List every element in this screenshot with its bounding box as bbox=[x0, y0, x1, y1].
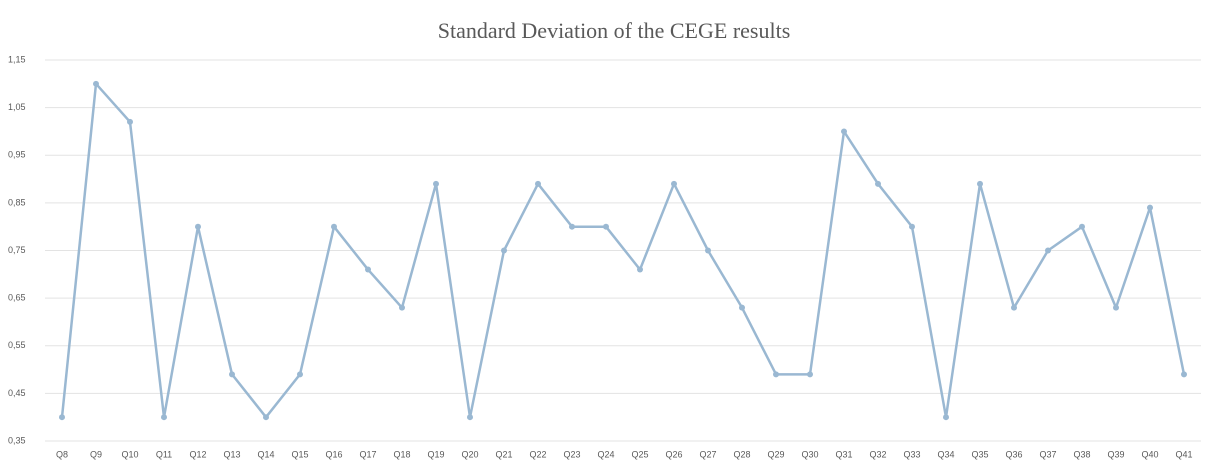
marker bbox=[943, 414, 949, 421]
marker bbox=[1011, 304, 1017, 311]
marker bbox=[93, 80, 99, 87]
marker bbox=[705, 247, 711, 254]
marker bbox=[603, 223, 609, 230]
x-tick-label: Q27 bbox=[699, 449, 716, 459]
marker bbox=[569, 223, 575, 230]
marker bbox=[807, 371, 813, 378]
marker bbox=[263, 414, 269, 421]
x-tick-label: Q18 bbox=[393, 449, 410, 459]
x-tick-label: Q28 bbox=[733, 449, 750, 459]
marker bbox=[161, 414, 167, 421]
marker bbox=[297, 371, 303, 378]
marker bbox=[365, 266, 371, 273]
y-tick-label: 0,55 bbox=[8, 340, 26, 350]
x-tick-label: Q8 bbox=[56, 449, 68, 459]
x-tick-label: Q36 bbox=[1005, 449, 1022, 459]
x-tick-label: Q32 bbox=[869, 449, 886, 459]
x-tick-label: Q38 bbox=[1073, 449, 1090, 459]
marker bbox=[467, 414, 473, 421]
x-tick-label: Q21 bbox=[495, 449, 512, 459]
marker bbox=[977, 180, 983, 187]
marker bbox=[1045, 247, 1051, 254]
x-tick-label: Q30 bbox=[801, 449, 818, 459]
x-tick-label: Q9 bbox=[90, 449, 102, 459]
x-tick-label: Q12 bbox=[189, 449, 206, 459]
marker bbox=[1181, 371, 1187, 378]
marker bbox=[841, 128, 847, 135]
y-tick-label: 1,05 bbox=[8, 102, 26, 112]
x-tick-label: Q15 bbox=[291, 449, 308, 459]
marker bbox=[229, 371, 235, 378]
marker bbox=[331, 223, 337, 230]
y-tick-label: 1,15 bbox=[8, 54, 26, 64]
marker bbox=[637, 266, 643, 273]
y-tick-label: 0,45 bbox=[8, 388, 26, 398]
y-tick-label: 0,35 bbox=[8, 435, 26, 445]
line bbox=[60, 82, 1186, 419]
marker bbox=[671, 180, 677, 187]
chart-title: Standard Deviation of the CEGE results bbox=[438, 18, 791, 43]
x-tick-label: Q34 bbox=[937, 449, 954, 459]
marker bbox=[1147, 204, 1153, 211]
x-tick-label: Q10 bbox=[121, 449, 138, 459]
marker bbox=[1079, 223, 1085, 230]
x-tick-label: Q31 bbox=[835, 449, 852, 459]
x-tick-label: Q22 bbox=[529, 449, 546, 459]
marker bbox=[433, 180, 439, 187]
x-tick-label: Q39 bbox=[1107, 449, 1124, 459]
marker bbox=[535, 180, 541, 187]
x-tick-label: Q33 bbox=[903, 449, 920, 459]
x-tick-label: Q41 bbox=[1175, 449, 1192, 459]
marker bbox=[875, 180, 881, 187]
marker bbox=[1113, 304, 1119, 311]
x-tick-label: Q14 bbox=[257, 449, 274, 459]
marker bbox=[501, 247, 507, 254]
marker bbox=[909, 223, 915, 230]
marker bbox=[399, 304, 405, 311]
x-tick-label: Q25 bbox=[631, 449, 648, 459]
x-tick-label: Q20 bbox=[461, 449, 478, 459]
y-tick-label: 0,75 bbox=[8, 245, 26, 255]
marker bbox=[739, 304, 745, 311]
x-tick-label: Q37 bbox=[1039, 449, 1056, 459]
x-tick-label: Q35 bbox=[971, 449, 988, 459]
x-tick-label: Q17 bbox=[359, 449, 376, 459]
x-tick-label: Q29 bbox=[767, 449, 784, 459]
y-tick-label: 0,95 bbox=[8, 150, 26, 160]
x-tick-label: Q26 bbox=[665, 449, 682, 459]
marker bbox=[773, 371, 779, 378]
y-tick-label: 0,65 bbox=[8, 293, 26, 303]
x-tick-label: Q11 bbox=[156, 449, 172, 459]
x-tick-label: Q23 bbox=[563, 449, 580, 459]
x-tick-label: Q19 bbox=[427, 449, 444, 459]
x-tick-label: Q40 bbox=[1141, 449, 1158, 459]
y-tick-label: 0,85 bbox=[8, 197, 26, 207]
x-tick-label: Q16 bbox=[325, 449, 342, 459]
x-tick-label: Q13 bbox=[223, 449, 240, 459]
marker bbox=[59, 414, 65, 421]
marker bbox=[127, 118, 133, 125]
marker bbox=[195, 223, 201, 230]
x-tick-label: Q24 bbox=[597, 449, 614, 459]
